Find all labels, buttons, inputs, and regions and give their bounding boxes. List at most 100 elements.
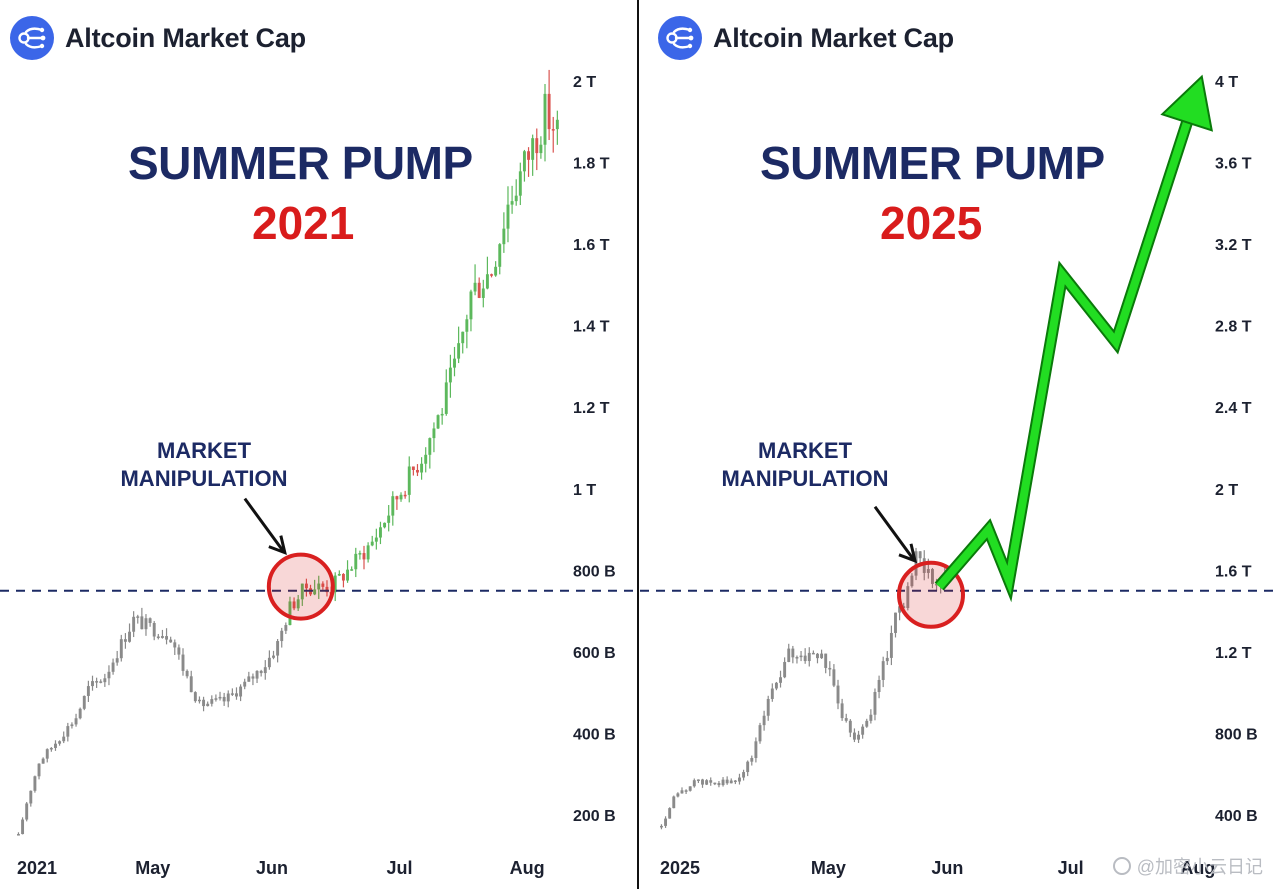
candle-body [280,630,284,642]
candle-body [692,780,696,787]
candle-body [313,589,317,595]
candle-body [193,692,197,702]
candle-body [660,825,663,828]
x-tick-label: Aug [1180,858,1215,878]
candle-body [469,291,473,320]
candle-body [407,466,411,495]
candle-body [54,743,57,748]
candle-body [696,779,700,781]
y-tick-label: 1.8 T [573,156,610,173]
candle-body [774,682,778,689]
candle-body [119,639,123,659]
x-tick-label: Jul [1058,858,1084,878]
candle-body [272,655,275,658]
candle-body [742,772,746,778]
candle-body [337,573,341,576]
candle-body [230,693,234,695]
candle-body [428,438,432,455]
candle-body [235,693,238,697]
candle-body [321,583,325,587]
candle-body [436,415,440,429]
candle-body [276,641,280,656]
candle-body [481,288,485,298]
candle-body [403,494,407,497]
candle-body [325,586,329,593]
candle-body [444,382,448,414]
candle-body [457,343,461,359]
candle-body [391,496,395,516]
candle-body [49,747,53,750]
candle-body [21,819,25,835]
candle-body [177,647,181,655]
brand-header: Altcoin Market Cap [658,16,954,60]
candle-body [185,670,189,677]
candle-body [931,569,934,584]
candle-body [74,718,78,725]
y-tick-label: 1.4 T [573,319,610,336]
candle-body [527,151,531,160]
candle-body [485,274,489,289]
candle-body [453,358,456,368]
candle-body [198,699,201,702]
candle-body [857,734,860,740]
candle-body [370,541,374,546]
candle-body [25,803,29,820]
candle-body [387,515,391,523]
annotation-label: MARKET MANIPULATION [675,437,935,493]
candle-body [91,681,94,687]
candle-body [62,736,66,742]
candle-body [148,618,152,624]
x-tick-label: 2021 [17,858,57,878]
candle-body [894,612,897,633]
candle-body [494,266,498,276]
candle-body [717,783,721,786]
candle-body [861,726,865,735]
y-tick-label: 800 B [573,563,616,580]
candle-body [885,657,889,662]
candle-body [465,319,469,332]
candle-body [522,151,526,172]
annotation-arrow [873,505,918,564]
headline-year: 2021 [252,197,355,249]
candle-body [346,569,350,581]
candle-body [420,463,424,473]
y-tick-label: 1.6 T [1215,563,1252,580]
candle-body [222,696,226,702]
candle-body [709,780,713,783]
candle-body [725,779,729,784]
candle-body [448,367,452,383]
candle-body [82,695,86,709]
chart-panel-2021: 2 T 1.8 T 1.6 T 1.4 T 1.2 T 1 T 800 B 600 B 400 … [0,0,636,889]
candle-body [766,698,770,716]
candle-body [107,671,111,679]
candle-body [411,466,415,470]
candle-body [531,138,535,160]
candle-body [239,686,243,697]
candle-body [713,782,717,785]
candle-body [288,601,292,626]
manipulation-highlight-circle [266,552,335,621]
candle-body [292,601,296,609]
candle-body [111,662,115,672]
candle-body [889,632,893,658]
altcoin-logo-icon [10,16,54,60]
candle-body [918,551,922,559]
headline-title: SUMMER PUMP [128,137,473,189]
candle-body [66,726,70,737]
candle-body [758,725,762,742]
y-tick-label: 800 B [1215,726,1258,743]
candle-body [416,469,419,473]
candle-body [247,676,251,682]
candle-body [852,732,856,740]
candle-body [881,661,885,680]
candle-body [733,780,737,783]
candle-body [218,696,222,699]
headline-year: 2025 [880,197,983,249]
candle-body [510,201,514,205]
y-tick-label: 2 T [573,74,596,91]
candle-body [99,681,103,683]
candle-body [29,790,33,804]
projection-arrowhead [1160,74,1214,132]
candle-body [803,655,807,662]
y-tick-label: 600 B [573,645,616,662]
